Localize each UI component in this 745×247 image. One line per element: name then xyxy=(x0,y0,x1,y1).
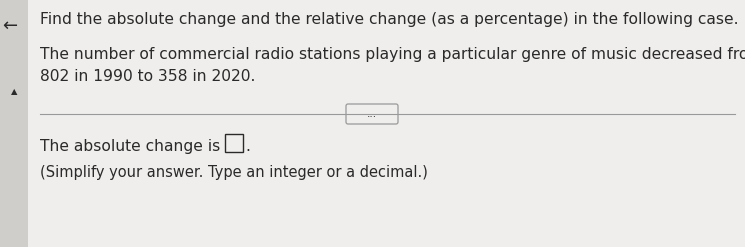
Bar xyxy=(225,134,243,152)
Bar xyxy=(0,0,28,247)
Text: The absolute change is: The absolute change is xyxy=(40,139,225,154)
Text: Find the absolute change and the relative change (as a percentage) in the follow: Find the absolute change and the relativ… xyxy=(40,12,738,27)
Text: ...: ... xyxy=(367,109,377,119)
FancyBboxPatch shape xyxy=(346,104,398,124)
Text: ←: ← xyxy=(2,17,18,35)
Text: The number of commercial radio stations playing a particular genre of music decr: The number of commercial radio stations … xyxy=(40,47,745,62)
Text: .: . xyxy=(245,139,250,154)
Text: (Simplify your answer. Type an integer or a decimal.): (Simplify your answer. Type an integer o… xyxy=(40,165,428,180)
Text: 802 in 1990 to 358 in 2020.: 802 in 1990 to 358 in 2020. xyxy=(40,69,256,84)
Text: ▲: ▲ xyxy=(10,87,17,96)
